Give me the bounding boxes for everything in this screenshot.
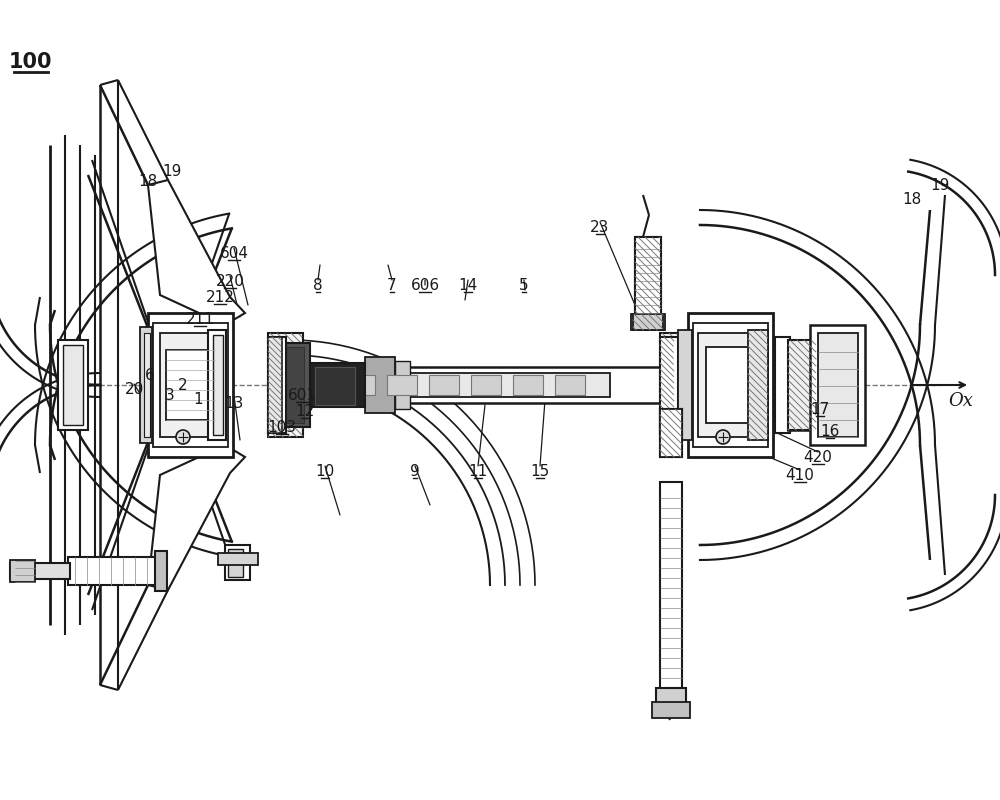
Bar — [58, 340, 88, 430]
Circle shape — [176, 430, 190, 444]
Text: 18: 18 — [902, 193, 922, 207]
Text: 3: 3 — [165, 389, 175, 403]
Text: 7: 7 — [387, 278, 397, 294]
Text: 20: 20 — [124, 382, 144, 398]
Bar — [660, 333, 695, 437]
Bar — [660, 409, 682, 457]
Bar — [140, 327, 152, 443]
Bar — [660, 337, 678, 433]
Bar — [660, 409, 682, 457]
Text: 8: 8 — [313, 278, 323, 294]
Bar — [678, 330, 692, 440]
Bar — [310, 363, 365, 407]
Bar — [810, 325, 865, 445]
Text: 15: 15 — [530, 465, 550, 479]
Bar — [225, 545, 250, 580]
Bar — [788, 340, 816, 430]
Bar — [660, 482, 682, 692]
Bar — [270, 367, 750, 403]
Bar — [63, 345, 83, 425]
Bar — [660, 337, 674, 433]
Bar — [282, 343, 310, 427]
Bar — [144, 333, 150, 437]
Bar — [693, 323, 768, 447]
Bar — [10, 563, 70, 579]
Bar — [631, 314, 665, 330]
Text: 23: 23 — [590, 221, 610, 235]
Text: 420: 420 — [804, 450, 832, 466]
Text: 17: 17 — [810, 402, 830, 418]
Text: 601: 601 — [288, 389, 316, 403]
Text: 19: 19 — [162, 165, 182, 179]
Text: 18: 18 — [138, 174, 158, 190]
Text: 11: 11 — [468, 465, 488, 479]
Bar — [513, 375, 543, 395]
Text: 2: 2 — [178, 378, 188, 393]
Bar — [315, 367, 355, 405]
Bar — [218, 553, 258, 565]
Bar — [330, 373, 610, 397]
Bar — [286, 347, 304, 423]
Text: 6: 6 — [145, 369, 155, 383]
Bar — [633, 314, 663, 330]
Text: 100: 100 — [8, 52, 52, 72]
Bar — [68, 557, 158, 585]
Bar — [471, 375, 501, 395]
Text: 14: 14 — [458, 278, 478, 294]
Bar — [208, 330, 226, 440]
Bar — [555, 375, 585, 395]
Bar — [788, 340, 816, 430]
Text: 9: 9 — [410, 465, 420, 479]
Bar — [228, 549, 243, 577]
Bar — [345, 375, 375, 395]
Text: 16: 16 — [820, 425, 840, 439]
Bar — [213, 335, 223, 435]
Circle shape — [716, 430, 730, 444]
Text: 10: 10 — [315, 465, 335, 479]
Bar — [153, 323, 228, 447]
Text: 410: 410 — [786, 469, 814, 483]
Bar — [698, 333, 763, 437]
Bar — [160, 333, 221, 437]
Bar — [429, 375, 459, 395]
Bar — [775, 337, 790, 433]
Bar — [268, 337, 286, 433]
Bar — [10, 560, 35, 582]
Text: 13: 13 — [224, 397, 244, 411]
Bar — [635, 237, 661, 317]
Text: 1: 1 — [193, 393, 203, 407]
Bar — [635, 237, 661, 317]
Bar — [818, 333, 858, 437]
Bar — [365, 357, 395, 413]
Bar — [688, 313, 773, 457]
Bar — [155, 551, 167, 591]
Bar — [148, 313, 233, 457]
Bar — [660, 409, 682, 457]
Bar — [656, 688, 686, 706]
Text: 103: 103 — [268, 421, 296, 435]
Bar — [268, 333, 303, 437]
Text: 19: 19 — [930, 178, 950, 193]
Bar — [395, 361, 410, 409]
Bar — [166, 350, 215, 420]
Text: 211: 211 — [186, 313, 214, 327]
Bar — [268, 337, 282, 433]
Text: 5: 5 — [519, 278, 529, 294]
Text: 12: 12 — [295, 405, 315, 419]
Text: 606: 606 — [410, 278, 440, 294]
Text: 604: 604 — [220, 246, 248, 262]
Bar — [387, 375, 417, 395]
Bar — [706, 347, 755, 423]
Bar — [652, 702, 690, 718]
Bar — [748, 330, 768, 440]
Polygon shape — [148, 180, 245, 325]
Polygon shape — [148, 445, 245, 590]
Text: 212: 212 — [206, 290, 234, 306]
Text: 220: 220 — [216, 274, 244, 290]
Text: Ox: Ox — [948, 392, 973, 410]
